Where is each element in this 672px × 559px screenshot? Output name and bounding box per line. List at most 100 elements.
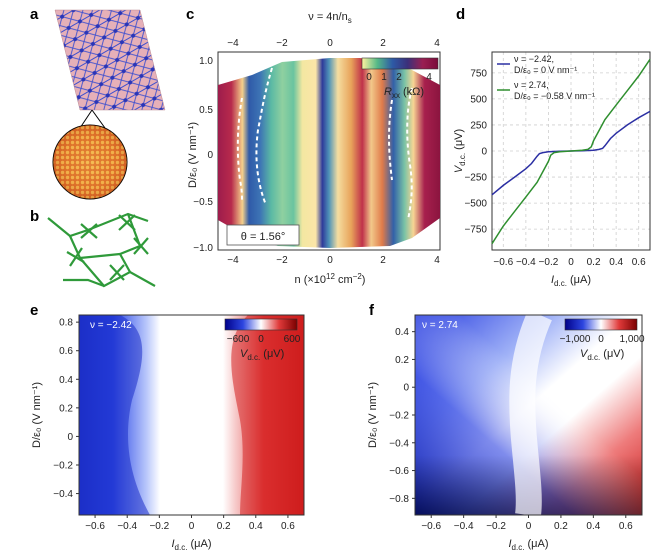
y-tick: −0.8 bbox=[389, 494, 409, 505]
svg-text:ν = 4n/ns: ν = 4n/ns bbox=[308, 11, 351, 25]
x-tick: 0.4 bbox=[249, 521, 263, 532]
top-tick: 4 bbox=[434, 38, 440, 49]
y-tick: −750 bbox=[464, 225, 487, 236]
legend-label: D/ε₀ = −0.58 V nm⁻¹ bbox=[514, 91, 595, 101]
panel-e-colorbar-label: Vd.c. (μV) bbox=[240, 348, 284, 362]
x-tick: −0.2 bbox=[486, 521, 506, 532]
panel-f-colorbar-label: Vd.c. (μV) bbox=[580, 348, 624, 362]
y-tick: −0.4 bbox=[53, 489, 73, 500]
panel-d-frame bbox=[491, 51, 651, 251]
panel-c-resistance-map: 0 1 2 4 Rxx (kΩ) θ = 1.56° bbox=[217, 51, 441, 251]
y-tick: 500 bbox=[470, 94, 487, 105]
y-tick: 750 bbox=[470, 68, 487, 79]
legend-label: ν = 2.74, bbox=[514, 80, 549, 90]
y-tick: −500 bbox=[464, 199, 487, 210]
x-tick: 2 bbox=[380, 255, 386, 266]
x-tick: 0.2 bbox=[217, 521, 231, 532]
colorbar-tick: 600 bbox=[284, 334, 301, 345]
panel-e-colorbar bbox=[224, 318, 298, 331]
top-axis-label: ν = 4n/n bbox=[308, 11, 347, 23]
colorbar-tick: 0 bbox=[598, 334, 604, 345]
x-tick: 0 bbox=[189, 521, 195, 532]
y-tick: 1.0 bbox=[199, 56, 213, 67]
panel-f-annotation: ν = 2.74 bbox=[422, 320, 458, 331]
x-tick: −0.6 bbox=[85, 521, 105, 532]
x-tick: 0.2 bbox=[587, 257, 601, 268]
y-tick: 0.2 bbox=[59, 403, 73, 414]
colorbar-tick: −1,000 bbox=[560, 334, 591, 345]
colorbar-tick: −600 bbox=[227, 334, 250, 345]
panel-label-b: b bbox=[30, 208, 39, 225]
legend-label: ν = −2.42, bbox=[514, 54, 554, 64]
y-tick: −0.4 bbox=[389, 438, 409, 449]
y-axis-label: D/ε₀ (V nm⁻¹) bbox=[31, 382, 43, 448]
y-tick: 0.6 bbox=[59, 346, 73, 357]
y-axis-label: D/ε₀ (V nm⁻¹) bbox=[187, 122, 199, 188]
y-tick: 0 bbox=[403, 383, 409, 394]
y-tick: 0 bbox=[207, 150, 213, 161]
top-tick: 0 bbox=[327, 38, 333, 49]
legend-label: D/ε₀ = 0 V nm⁻¹ bbox=[514, 65, 577, 75]
x-tick: −0.6 bbox=[421, 521, 441, 532]
colorbar-tick: 0 bbox=[258, 334, 264, 345]
y-tick: 0.8 bbox=[59, 318, 73, 329]
panel-label-c: c bbox=[186, 6, 194, 23]
top-axis-label-sub: s bbox=[348, 16, 352, 25]
colorbar-tick: 1,000 bbox=[619, 334, 644, 345]
twist-angle-label: θ = 1.56° bbox=[241, 231, 285, 243]
y-tick: 0 bbox=[67, 432, 73, 443]
x-tick: 0 bbox=[327, 255, 333, 266]
x-tick: 4 bbox=[434, 255, 440, 266]
panel-label-a: a bbox=[30, 6, 39, 23]
x-axis-label: n (×1012 cm−2) bbox=[295, 272, 366, 286]
y-tick: −0.2 bbox=[53, 461, 73, 472]
top-tick: −2 bbox=[276, 38, 288, 49]
x-tick: −0.2 bbox=[149, 521, 169, 532]
network-diagram bbox=[47, 212, 156, 288]
colorbar-rxx-label: Rxx (kΩ) bbox=[384, 86, 424, 100]
x-tick: −2 bbox=[276, 255, 288, 266]
y-axis-label: Vd.c. (μV) bbox=[453, 129, 467, 173]
x-axis-label: Id.c. (μA) bbox=[551, 274, 591, 288]
x-axis-label: Id.c. (μA) bbox=[508, 538, 548, 552]
colorbar-tick: 0 bbox=[366, 72, 372, 83]
x-tick: −0.4 bbox=[454, 521, 474, 532]
y-tick: 0 bbox=[481, 147, 487, 158]
x-tick: −0.4 bbox=[117, 521, 137, 532]
x-tick: −0.2 bbox=[539, 257, 559, 268]
y-tick: 0.4 bbox=[395, 327, 409, 338]
y-tick: −0.2 bbox=[389, 411, 409, 422]
y-tick: 0.2 bbox=[395, 355, 409, 366]
top-tick: 2 bbox=[380, 38, 386, 49]
panel-label-f: f bbox=[369, 302, 375, 319]
y-axis-label: D/ε₀ (V nm⁻¹) bbox=[367, 382, 379, 448]
panel-f-colorbar bbox=[564, 318, 638, 331]
y-tick: −0.6 bbox=[389, 466, 409, 477]
x-tick: 0.4 bbox=[586, 521, 600, 532]
panel-c-axes: 1.0 0.5 0 −0.5 −1.0 D/ε₀ (V nm⁻¹) −4 −2 … bbox=[187, 56, 440, 286]
x-tick: 0.6 bbox=[619, 521, 633, 532]
colorbar-tick: 2 bbox=[396, 72, 402, 83]
panel-f-heatmap bbox=[415, 315, 642, 515]
panel-c-top-axis: ν = 4n/ns −4 −2 0 2 4 bbox=[227, 11, 440, 49]
y-tick: −1.0 bbox=[193, 243, 213, 254]
x-tick: −4 bbox=[227, 255, 239, 266]
series-line-2 bbox=[491, 58, 651, 245]
panel-e-heatmap bbox=[79, 315, 304, 515]
panel-e-annotation: ν = −2.42 bbox=[90, 320, 132, 331]
y-tick: 250 bbox=[470, 120, 487, 131]
panel-f-axes: −0.6 −0.4 −0.2 0 0.2 0.4 0.6 0.4 0.2 0 −0.2 −0.4 −0.… bbox=[367, 327, 633, 552]
panel-label-e: e bbox=[30, 302, 38, 319]
x-axis-label: Id.c. (μA) bbox=[171, 538, 211, 552]
panel-e-axes: −0.6 −0.4 −0.2 0 0.2 0.4 0.6 0.8 0.6 0.4 0.2 0 −0.2 −… bbox=[31, 318, 295, 552]
panel-d-iv-curves: −0.6 −0.4 −0.2 0 0.2 0.4 0.6 750 500 250 0 −250 −500… bbox=[453, 51, 651, 288]
panel-label-d: d bbox=[456, 6, 465, 23]
x-tick: −0.4 bbox=[516, 257, 536, 268]
x-tick: 0.2 bbox=[554, 521, 568, 532]
top-tick: −4 bbox=[227, 38, 239, 49]
colorbar-rxx bbox=[361, 57, 439, 70]
moire-lattice-illustration bbox=[52, 9, 166, 200]
colorbar-tick: 1 bbox=[381, 72, 387, 83]
x-tick: 0.6 bbox=[281, 521, 295, 532]
